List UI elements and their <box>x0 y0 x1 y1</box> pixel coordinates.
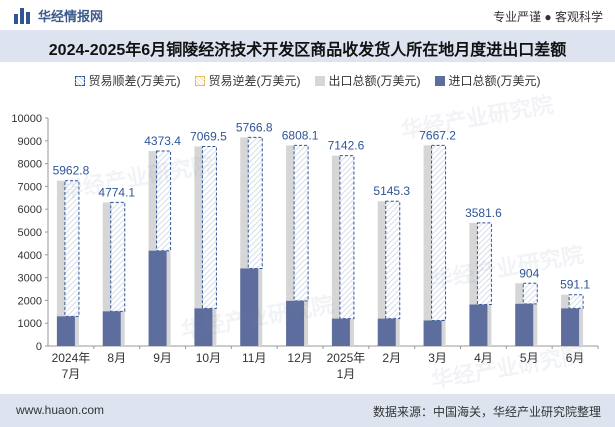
surplus-bar <box>156 150 172 252</box>
x-tick-label: 2024年 <box>52 351 91 365</box>
footer: www.huaon.com 数据来源：中国海关，华经产业研究院整理 <box>0 394 615 427</box>
import-bar <box>423 320 442 346</box>
surplus-data-label: 7667.2 <box>419 128 456 142</box>
surplus-data-label: 5962.8 <box>53 164 90 178</box>
surplus-data-label: 5766.8 <box>236 120 273 134</box>
surplus-bar <box>247 136 263 269</box>
surplus-bar <box>110 201 126 312</box>
legend-export: 出口总额(万美元) <box>314 72 421 89</box>
surplus-bar <box>476 222 492 306</box>
surplus-swatch-icon <box>74 75 85 86</box>
x-tick-label: 2025年 <box>327 351 366 365</box>
x-tick-label: 8月 <box>107 351 126 365</box>
brand-logo-icon <box>14 7 30 24</box>
x-tick-label: 7月 <box>62 367 81 381</box>
legend-deficit-label: 贸易逆差(万美元) <box>208 74 301 88</box>
y-tick-label: 5000 <box>18 227 42 239</box>
x-tick-label: 12月 <box>287 351 312 365</box>
y-tick-label: 10000 <box>11 113 42 125</box>
surplus-bar <box>339 155 355 320</box>
legend-surplus: 贸易顺差(万美元) <box>74 72 181 89</box>
import-swatch-icon <box>434 75 445 86</box>
x-tick-label: 2月 <box>382 351 401 365</box>
legend-export-label: 出口总额(万美元) <box>328 74 421 88</box>
import-bar <box>561 308 580 346</box>
x-tick-label: 1月 <box>337 367 356 381</box>
import-bar <box>148 250 167 346</box>
deficit-swatch-icon <box>194 75 205 86</box>
surplus-data-label: 6808.1 <box>282 128 319 142</box>
surplus-data-label: 904 <box>519 266 539 280</box>
import-bar <box>331 318 350 346</box>
legend: 贸易顺差(万美元) 贸易逆差(万美元) 出口总额(万美元) 进口总额(万美元) <box>0 72 615 89</box>
y-tick-label: 1000 <box>18 318 42 330</box>
y-tick-label: 2000 <box>18 295 42 307</box>
header-tags: 专业严谨 ● 客观科学 <box>493 10 603 24</box>
surplus-data-label: 7069.5 <box>190 130 227 144</box>
surplus-bar <box>522 282 538 305</box>
title-bar: 2024-2025年6月铜陵经济技术开发区商品收发货人所在地月度进出口差额 <box>0 30 615 62</box>
surplus-bar <box>64 180 80 317</box>
import-bar <box>102 311 121 346</box>
legend-deficit: 贸易逆差(万美元) <box>194 72 301 89</box>
import-bar <box>469 304 488 346</box>
import-bar <box>56 316 75 346</box>
surplus-data-label: 4373.4 <box>144 134 181 148</box>
surplus-data-label: 591.1 <box>560 278 590 292</box>
y-tick-label: 3000 <box>18 273 42 285</box>
top-bar: 华经情报网 专业严谨 ● 客观科学 <box>0 0 615 30</box>
import-bar <box>377 318 396 346</box>
import-bar <box>515 303 534 346</box>
legend-surplus-label: 贸易顺差(万美元) <box>88 74 181 88</box>
surplus-bar <box>431 144 447 321</box>
surplus-bar <box>201 146 217 309</box>
y-tick-label: 7000 <box>18 181 42 193</box>
surplus-bar <box>385 200 401 320</box>
surplus-data-label: 5145.3 <box>373 184 410 198</box>
brand: 华经情报网 <box>14 6 103 25</box>
footer-website: www.huaon.com <box>16 403 105 417</box>
x-tick-label: 10月 <box>196 351 221 365</box>
import-bar <box>286 300 305 346</box>
export-swatch-icon <box>314 75 325 86</box>
y-tick-label: 8000 <box>18 159 42 171</box>
legend-import-label: 进口总额(万美元) <box>448 74 541 88</box>
import-bar <box>194 308 213 346</box>
surplus-bar <box>568 294 584 309</box>
x-tick-label: 3月 <box>428 351 447 365</box>
chart-plot: 0 1000 2000 3000 4000 5000 6000 7000 8000 9000 100… <box>11 113 599 381</box>
x-tick-label: 9月 <box>153 351 172 365</box>
x-tick-label: 4月 <box>474 351 493 365</box>
brand-name: 华经情报网 <box>38 9 104 24</box>
y-tick-label: 6000 <box>18 204 42 216</box>
footer-source: 数据来源：中国海关，华经产业研究院整理 <box>372 405 601 419</box>
import-bar <box>240 268 259 346</box>
x-tick-label: 5月 <box>520 351 539 365</box>
y-tick-label: 0 <box>36 341 42 353</box>
surplus-data-label: 4774.1 <box>98 185 135 199</box>
x-tick-label: 11月 <box>242 351 266 365</box>
surplus-data-label: 3581.6 <box>465 206 502 220</box>
chart-title: 2024-2025年6月铜陵经济技术开发区商品收发货人所在地月度进出口差额 <box>48 42 567 59</box>
surplus-bar <box>293 144 309 302</box>
surplus-data-label: 7142.6 <box>328 139 365 153</box>
y-tick-label: 4000 <box>18 250 42 262</box>
y-tick-label: 9000 <box>18 136 42 148</box>
legend-import: 进口总额(万美元) <box>434 72 541 89</box>
x-tick-label: 6月 <box>566 351 585 365</box>
